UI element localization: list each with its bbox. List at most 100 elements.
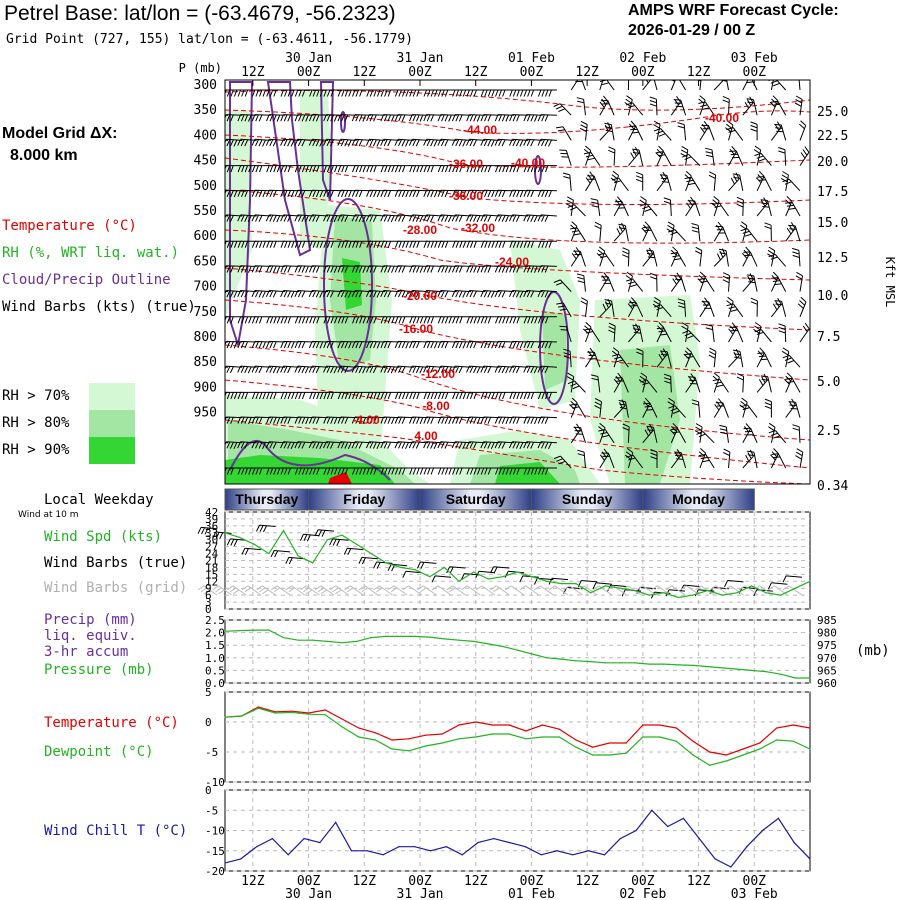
upper-wind-barb [719,248,729,267]
upper-wind-barb [380,290,400,298]
upper-wind-barb [366,391,386,400]
upper-wind-barb [251,467,271,475]
upper-wind-barb [351,265,372,273]
series-point-temp [642,724,644,726]
series-point-precip [809,677,811,679]
upper-wind-barb [251,114,271,122]
upper-wind-barb [553,455,572,469]
upper-wind-barb [756,373,768,393]
series-point-wind [312,562,314,564]
wind-y-tick: 21 [205,555,218,568]
upper-wind-barb [599,95,609,116]
series-point-temp [424,745,427,747]
series-point-precip [604,662,606,664]
upper-wind-barb [294,138,314,147]
upper-wind-barb [423,365,443,374]
weekday-label: Monday [672,491,725,507]
series-point-temp [692,754,694,756]
upper-wind-barb [480,416,500,424]
upper-wind-barb [713,248,726,267]
upper-wind-barb [466,391,486,400]
upper-wind-barb [423,240,443,248]
upper-wind-barb [636,348,644,368]
upper-wind-barb [380,214,400,223]
series-point-wind [502,576,504,578]
series-point-wind [590,592,592,594]
upper-wind-barb [308,189,329,198]
surface-wind-barb [490,566,510,574]
upper-wind-barb [394,189,414,198]
upper-wind-barb [237,416,257,425]
upper-wind-barb [509,467,529,475]
upper-wind-barb [394,165,414,173]
upper-wind-barb [653,128,672,141]
upper-wind-barb [508,441,529,450]
upper-wind-barb [691,399,701,418]
upper-wind-barb [251,290,271,298]
legend-precip-liq: liq. equiv. [44,628,137,644]
series-point-temp [558,728,560,730]
upper-wind-barb [280,316,300,324]
series-point-wind [575,582,577,585]
bottom-tick-label: 12Z [687,874,711,889]
upper-wind-barb [380,391,400,400]
series-point-chill [540,854,542,856]
upper-wind-barb [754,329,772,343]
series-point-wind [268,552,270,555]
upper-wind-barb [237,391,257,400]
upper-wind-barb [742,246,751,267]
upper-wind-barb [294,340,314,349]
top-tick-label: 00Z [408,65,432,80]
upper-wind-barb [722,272,731,292]
upper-wind-barb [466,265,486,273]
upper-wind-barb [251,340,271,349]
upper-wind-barb [280,240,300,248]
upper-wind-barb [740,404,758,418]
upper-wind-barb [566,196,574,217]
legend-wind-barbs-grid: Wind Barbs (grid) [44,580,188,596]
upper-wind-barb [466,240,486,248]
surface-wind-barb [343,547,364,556]
upper-wind-barb [625,448,634,469]
upper-wind-barb [649,272,658,292]
series-point-temp [508,733,510,735]
upper-wind-barb [366,265,386,273]
upper-wind-barb [280,441,300,450]
upper-wind-barb [237,114,257,122]
pressure-y-tick: 985 [817,614,837,627]
grid-wind-barb [446,585,466,596]
upper-wind-barb [451,214,472,222]
upper-wind-barb [337,441,357,450]
grid-wind-barb [548,585,569,596]
temperature-contour-label: -36.00 [449,157,483,171]
upper-wind-barb [668,229,686,242]
upper-wind-barb [409,189,429,198]
upper-panel-frame [224,79,811,485]
series-point-temp [541,736,544,738]
upper-wind-barb [294,365,314,374]
upper-wind-barb [280,416,300,424]
upper-wind-barb [770,100,787,116]
upper-wind-barb [585,171,595,192]
upper-wind-barb [294,391,314,400]
series-point-temp [257,706,260,708]
surface-wind-barb [446,566,466,574]
pressure-level-label: 400 [194,128,217,143]
upper-wind-barb [352,165,371,173]
series-point-precip [736,668,738,670]
upper-wind-barb [380,340,400,349]
upper-wind-barb [323,214,343,223]
series-point-precip [677,664,679,666]
upper-wind-barb [480,89,500,97]
upper-wind-barb [380,467,400,475]
bottom-tick-label: 12Z [353,874,377,889]
upper-wind-barb [337,391,357,400]
top-tick-label: 12Z [353,65,377,80]
series-point-precip [590,660,592,663]
rh70-swatch [89,383,135,410]
height-level-label: 10.0 [817,289,848,304]
upper-wind-barb [742,96,754,116]
upper-wind-barb [736,373,745,393]
upper-wind-barb [394,441,414,450]
upper-wind-barb [294,265,314,273]
